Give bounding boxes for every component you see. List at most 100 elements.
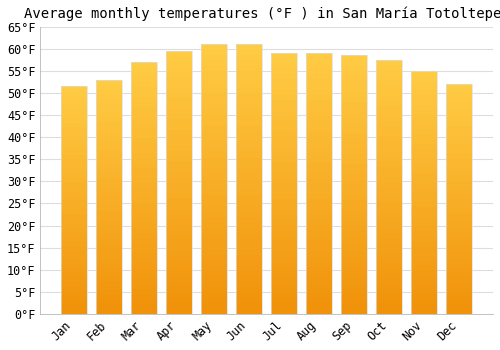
Bar bbox=[166, 140, 192, 146]
Bar bbox=[411, 110, 438, 115]
Bar bbox=[61, 296, 87, 300]
Bar bbox=[131, 198, 157, 203]
Bar bbox=[236, 168, 262, 174]
Bar bbox=[306, 168, 332, 173]
Bar bbox=[411, 275, 438, 280]
Bar bbox=[341, 128, 367, 133]
Bar bbox=[446, 286, 472, 291]
Bar bbox=[411, 80, 438, 85]
Bar bbox=[446, 300, 472, 305]
Bar bbox=[131, 173, 157, 178]
Bar bbox=[341, 86, 367, 92]
Bar bbox=[131, 87, 157, 92]
Bar bbox=[96, 117, 122, 122]
Bar bbox=[271, 74, 297, 79]
Bar bbox=[131, 203, 157, 208]
Bar bbox=[166, 240, 192, 246]
Bar bbox=[341, 241, 367, 247]
Bar bbox=[236, 244, 262, 249]
Bar bbox=[236, 88, 262, 93]
Bar bbox=[201, 260, 228, 265]
Bar bbox=[166, 272, 192, 277]
Bar bbox=[166, 125, 192, 130]
Bar bbox=[446, 263, 472, 268]
Bar bbox=[96, 258, 122, 262]
Bar bbox=[411, 231, 438, 236]
Bar bbox=[96, 248, 122, 253]
Bar bbox=[236, 77, 262, 82]
Bar bbox=[166, 309, 192, 314]
Bar bbox=[201, 163, 228, 168]
Bar bbox=[446, 112, 472, 116]
Bar bbox=[306, 126, 332, 132]
Bar bbox=[271, 64, 297, 69]
Bar bbox=[271, 241, 297, 246]
Bar bbox=[236, 292, 262, 298]
Bar bbox=[61, 259, 87, 264]
Bar bbox=[271, 267, 297, 272]
Bar bbox=[96, 262, 122, 267]
Bar bbox=[61, 273, 87, 278]
Bar bbox=[61, 305, 87, 309]
Bar bbox=[376, 192, 402, 197]
Bar bbox=[341, 303, 367, 309]
Bar bbox=[376, 75, 402, 80]
Bar bbox=[411, 105, 438, 110]
Bar bbox=[131, 148, 157, 153]
Bar bbox=[376, 85, 402, 90]
Bar bbox=[131, 274, 157, 279]
Bar bbox=[166, 146, 192, 151]
Bar bbox=[166, 172, 192, 177]
Bar bbox=[236, 265, 262, 271]
Bar bbox=[341, 195, 367, 200]
Bar bbox=[376, 151, 402, 156]
Bar bbox=[96, 192, 122, 197]
Bar bbox=[236, 249, 262, 254]
Bar bbox=[201, 271, 228, 276]
Bar bbox=[306, 111, 332, 116]
Bar bbox=[306, 116, 332, 121]
Bar bbox=[131, 213, 157, 218]
Bar bbox=[131, 264, 157, 268]
Bar bbox=[96, 286, 122, 290]
Bar bbox=[271, 132, 297, 136]
Bar bbox=[201, 61, 228, 66]
Bar bbox=[201, 184, 228, 190]
Bar bbox=[131, 67, 157, 72]
Bar bbox=[131, 233, 157, 238]
Bar bbox=[446, 126, 472, 130]
Bar bbox=[166, 88, 192, 93]
Bar bbox=[341, 97, 367, 102]
Bar bbox=[271, 231, 297, 236]
Bar bbox=[271, 58, 297, 64]
Bar bbox=[271, 95, 297, 100]
Bar bbox=[341, 180, 367, 185]
Bar bbox=[61, 86, 87, 91]
Bar bbox=[306, 142, 332, 147]
Bar bbox=[131, 268, 157, 274]
Bar bbox=[271, 158, 297, 163]
Bar bbox=[306, 204, 332, 210]
Bar bbox=[341, 205, 367, 211]
Bar bbox=[96, 211, 122, 216]
Bar bbox=[201, 265, 228, 271]
Bar bbox=[131, 92, 157, 97]
Bar bbox=[236, 298, 262, 303]
Bar bbox=[411, 304, 438, 309]
Bar bbox=[341, 144, 367, 148]
Bar bbox=[271, 189, 297, 194]
Bar bbox=[131, 138, 157, 143]
Bar bbox=[96, 127, 122, 131]
Bar bbox=[376, 121, 402, 126]
Bar bbox=[376, 131, 402, 136]
Bar bbox=[411, 222, 438, 226]
Bar bbox=[201, 158, 228, 163]
Bar bbox=[201, 244, 228, 249]
Bar bbox=[236, 44, 262, 314]
Bar bbox=[61, 287, 87, 291]
Bar bbox=[166, 56, 192, 62]
Bar bbox=[61, 136, 87, 141]
Bar bbox=[96, 239, 122, 244]
Bar bbox=[271, 168, 297, 173]
Bar bbox=[131, 183, 157, 188]
